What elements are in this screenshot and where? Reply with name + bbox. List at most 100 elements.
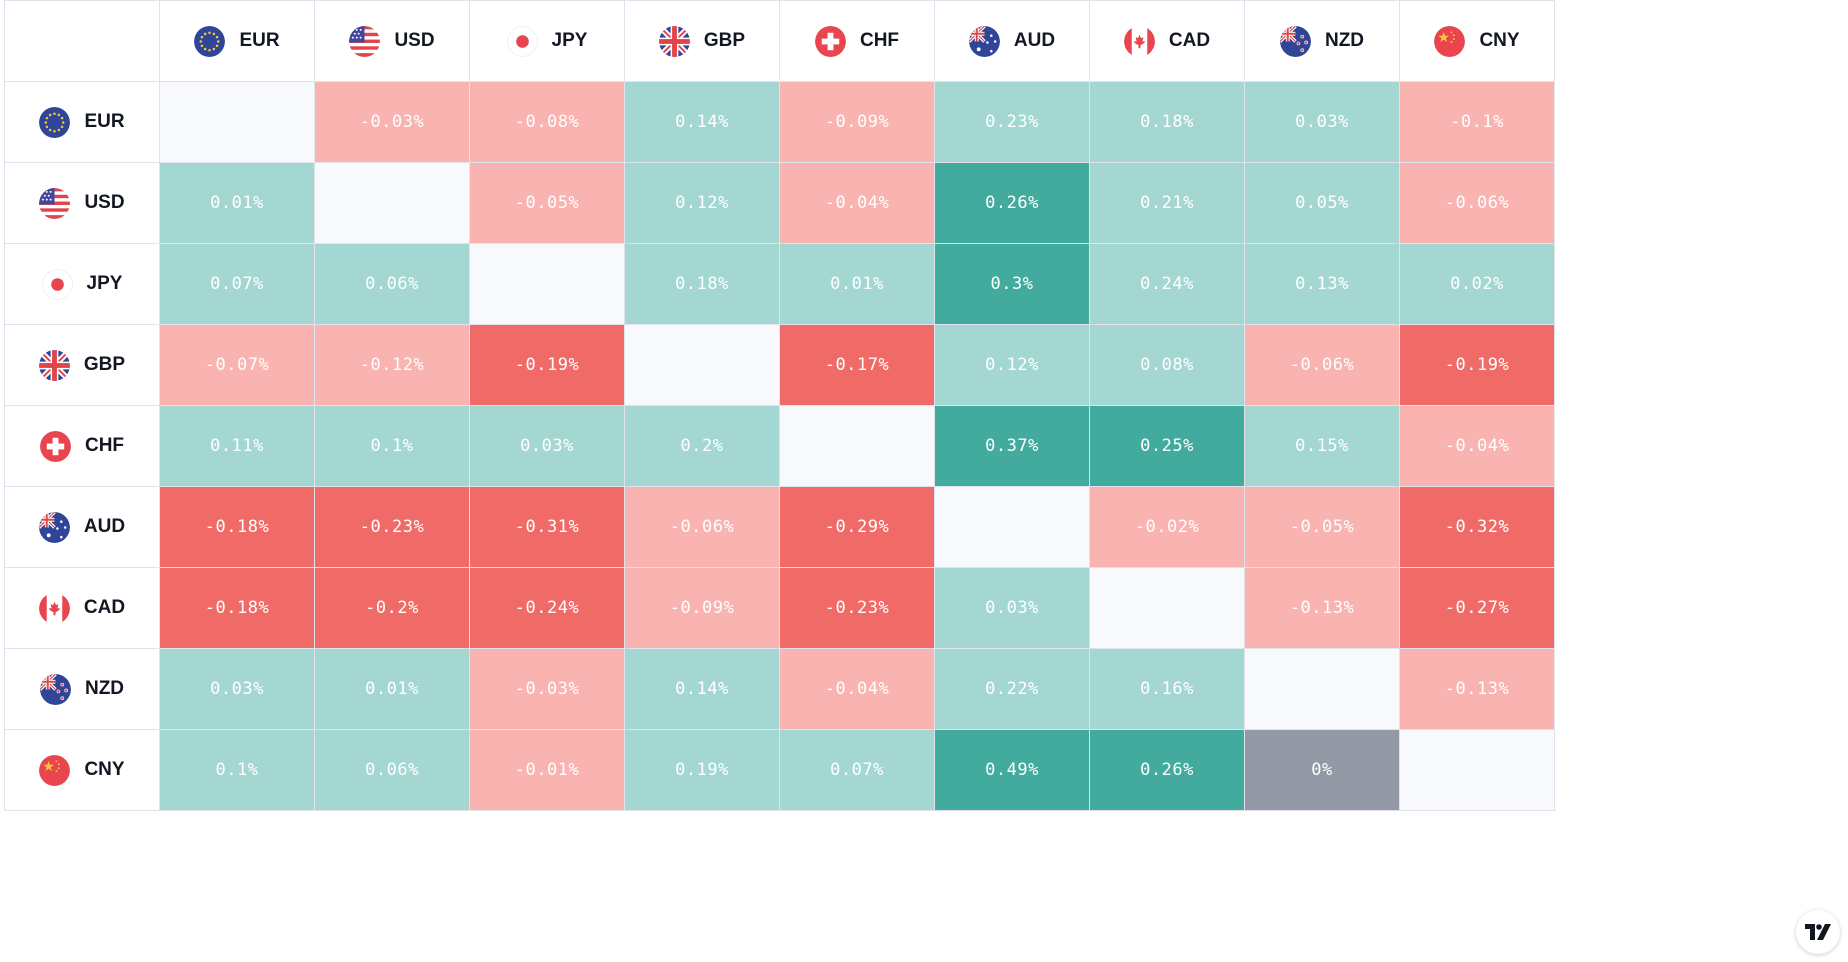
rate-cell-aud-chf[interactable]: -0.29% [779, 486, 935, 568]
row-header-gbp[interactable]: GBP [4, 324, 160, 406]
rate-cell-jpy-nzd[interactable]: 0.13% [1244, 243, 1400, 325]
rate-cell-eur-gbp[interactable]: 0.14% [624, 81, 780, 163]
rate-cell-aud-usd[interactable]: -0.23% [314, 486, 470, 568]
rate-cell-cny-nzd[interactable]: 0% [1244, 729, 1400, 811]
rate-cell-eur-nzd[interactable]: 0.03% [1244, 81, 1400, 163]
rate-cell-usd-cny[interactable]: -0.06% [1399, 162, 1555, 244]
rate-cell-cad-cny[interactable]: -0.27% [1399, 567, 1555, 649]
rate-cell-chf-cad[interactable]: 0.25% [1089, 405, 1245, 487]
rate-cell-usd-eur[interactable]: 0.01% [159, 162, 315, 244]
rate-cell-chf-cny[interactable]: -0.04% [1399, 405, 1555, 487]
rate-cell-usd-nzd[interactable]: 0.05% [1244, 162, 1400, 244]
rate-cell-jpy-cny[interactable]: 0.02% [1399, 243, 1555, 325]
rate-cell-gbp-chf[interactable]: -0.17% [779, 324, 935, 406]
rate-cell-usd-aud[interactable]: 0.26% [934, 162, 1090, 244]
rate-cell-gbp-usd[interactable]: -0.12% [314, 324, 470, 406]
rate-cell-nzd-chf[interactable]: -0.04% [779, 648, 935, 730]
china-flag-icon [1434, 26, 1465, 57]
column-header-usd[interactable]: USD [314, 0, 470, 82]
rate-cell-cny-usd[interactable]: 0.06% [314, 729, 470, 811]
table-row: AUD -0.18% -0.23% -0.31% -0.06% -0.29% -0.02% -… [4, 486, 1555, 568]
row-header-chf[interactable]: CHF [4, 405, 160, 487]
rate-cell-gbp-jpy[interactable]: -0.19% [469, 324, 625, 406]
rate-cell-cny-cad[interactable]: 0.26% [1089, 729, 1245, 811]
rate-cell-chf-nzd[interactable]: 0.15% [1244, 405, 1400, 487]
rate-cell-jpy-gbp[interactable]: 0.18% [624, 243, 780, 325]
column-header-cad[interactable]: CAD [1089, 0, 1245, 82]
rate-cell-nzd-aud[interactable]: 0.22% [934, 648, 1090, 730]
rate-cell-cad-chf[interactable]: -0.23% [779, 567, 935, 649]
rate-cell-gbp-aud[interactable]: 0.12% [934, 324, 1090, 406]
row-header-eur[interactable]: EUR [4, 81, 160, 163]
rate-cell-cad-eur[interactable]: -0.18% [159, 567, 315, 649]
rate-cell-chf-aud[interactable]: 0.37% [934, 405, 1090, 487]
rate-cell-cny-gbp[interactable]: 0.19% [624, 729, 780, 811]
rate-cell-eur-chf[interactable]: -0.09% [779, 81, 935, 163]
row-header-label: AUD [83, 516, 126, 537]
rate-cell-gbp-cny[interactable]: -0.19% [1399, 324, 1555, 406]
rate-cell-usd-gbp[interactable]: 0.12% [624, 162, 780, 244]
rate-cell-gbp-eur[interactable]: -0.07% [159, 324, 315, 406]
rate-cell-aud-nzd[interactable]: -0.05% [1244, 486, 1400, 568]
row-header-nzd[interactable]: NZD [4, 648, 160, 730]
rate-cell-cad-jpy[interactable]: -0.24% [469, 567, 625, 649]
currency-heatmap: EUR USD JPY GBP CHF AUD CAD NZD CNY EUR -0.03% -0.… [4, 0, 1555, 811]
rate-cell-usd-jpy[interactable]: -0.05% [469, 162, 625, 244]
rate-cell-cny-eur[interactable]: 0.1% [159, 729, 315, 811]
rate-cell-jpy-chf[interactable]: 0.01% [779, 243, 935, 325]
rate-cell-nzd-cad[interactable]: 0.16% [1089, 648, 1245, 730]
column-header-chf[interactable]: CHF [779, 0, 935, 82]
rate-cell-chf-usd[interactable]: 0.1% [314, 405, 470, 487]
rate-cell-jpy-cad[interactable]: 0.24% [1089, 243, 1245, 325]
rate-cell-aud-eur[interactable]: -0.18% [159, 486, 315, 568]
rate-cell-nzd-gbp[interactable]: 0.14% [624, 648, 780, 730]
rate-cell-cad-gbp[interactable]: -0.09% [624, 567, 780, 649]
rate-cell-chf-jpy[interactable]: 0.03% [469, 405, 625, 487]
rate-cell-nzd-eur[interactable]: 0.03% [159, 648, 315, 730]
rate-cell-eur-aud[interactable]: 0.23% [934, 81, 1090, 163]
rate-cell-aud-jpy[interactable]: -0.31% [469, 486, 625, 568]
rate-cell-cad-nzd[interactable]: -0.13% [1244, 567, 1400, 649]
column-header-gbp[interactable]: GBP [624, 0, 780, 82]
column-header-eur[interactable]: EUR [159, 0, 315, 82]
row-header-aud[interactable]: AUD [4, 486, 160, 568]
rate-cell-eur-jpy[interactable]: -0.08% [469, 81, 625, 163]
tradingview-logo-icon[interactable] [1796, 910, 1840, 954]
rate-cell-usd-chf[interactable]: -0.04% [779, 162, 935, 244]
rate-cell-cny-chf[interactable]: 0.07% [779, 729, 935, 811]
rate-cell-nzd-usd[interactable]: 0.01% [314, 648, 470, 730]
row-header-cny[interactable]: CNY [4, 729, 160, 811]
rate-cell-cny-aud[interactable]: 0.49% [934, 729, 1090, 811]
rate-cell-cad-usd[interactable]: -0.2% [314, 567, 470, 649]
column-header-cny[interactable]: CNY [1399, 0, 1555, 82]
row-header-usd[interactable]: USD [4, 162, 160, 244]
row-header-cad[interactable]: CAD [4, 567, 160, 649]
rate-cell-gbp-nzd[interactable]: -0.06% [1244, 324, 1400, 406]
rate-cell-eur-usd[interactable]: -0.03% [314, 81, 470, 163]
column-header-jpy[interactable]: JPY [469, 0, 625, 82]
rate-cell-jpy-eur[interactable]: 0.07% [159, 243, 315, 325]
rate-cell-nzd-cny[interactable]: -0.13% [1399, 648, 1555, 730]
rate-cell-nzd-jpy[interactable]: -0.03% [469, 648, 625, 730]
rate-cell-chf-eur[interactable]: 0.11% [159, 405, 315, 487]
row-header-jpy[interactable]: JPY [4, 243, 160, 325]
rate-cell-jpy-usd[interactable]: 0.06% [314, 243, 470, 325]
column-header-aud[interactable]: AUD [934, 0, 1090, 82]
column-header-nzd[interactable]: NZD [1244, 0, 1400, 82]
rate-cell-cny-jpy[interactable]: -0.01% [469, 729, 625, 811]
uk-flag-icon [39, 350, 70, 381]
switzerland-flag-icon [815, 26, 846, 57]
header-row: EUR USD JPY GBP CHF AUD CAD NZD CNY [4, 0, 1555, 82]
rate-cell-eur-cad[interactable]: 0.18% [1089, 81, 1245, 163]
rate-cell-aud-cny[interactable]: -0.32% [1399, 486, 1555, 568]
rate-cell-usd-cad[interactable]: 0.21% [1089, 162, 1245, 244]
rate-cell-chf-gbp[interactable]: 0.2% [624, 405, 780, 487]
rate-cell-gbp-cad[interactable]: 0.08% [1089, 324, 1245, 406]
rate-cell-eur-cny[interactable]: -0.1% [1399, 81, 1555, 163]
rate-cell-aud-gbp[interactable]: -0.06% [624, 486, 780, 568]
row-header-label: EUR [84, 111, 125, 132]
empty-cell [779, 405, 935, 487]
rate-cell-jpy-aud[interactable]: 0.3% [934, 243, 1090, 325]
rate-cell-cad-aud[interactable]: 0.03% [934, 567, 1090, 649]
rate-cell-aud-cad[interactable]: -0.02% [1089, 486, 1245, 568]
